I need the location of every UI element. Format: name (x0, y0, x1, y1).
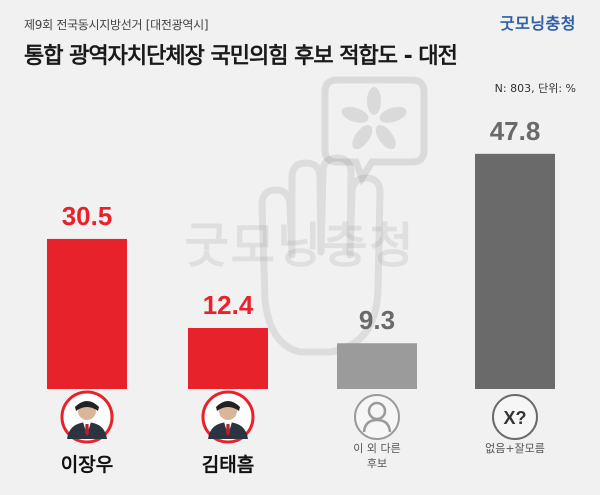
bar-3 (337, 343, 417, 389)
bar-4 (475, 153, 555, 389)
person-silhouette-icon-3 (354, 394, 400, 440)
portrait-photo-icon-2 (201, 390, 255, 444)
bar-value-label-3: 9.3 (359, 305, 395, 335)
bar-value-label-1: 30.5 (62, 201, 113, 231)
category-label-3-line-1: 이 외 다른 (353, 442, 400, 455)
svg-text:X?: X? (503, 408, 526, 428)
category-label-1: 이장우 (61, 454, 113, 476)
category-label-3-line-2: 후보 (367, 457, 387, 470)
chart-subtitle: 제9회 전국동시지방선거 [대전광역시] (24, 18, 209, 32)
category-label-4: 없음+잘모름 (485, 442, 545, 455)
bar-value-label-4: 47.8 (490, 116, 541, 146)
bar-2 (188, 327, 268, 389)
category-label-2: 김태흠 (202, 453, 254, 476)
chart-title: 통합 광역자치단체장 국민의힘 후보 적합도 - 대전 (24, 44, 458, 69)
portrait-photo-icon-1 (60, 390, 114, 444)
unknown-x-question-icon-4: X? (492, 394, 538, 440)
brand-logo: 굿모닝충청 (499, 14, 576, 33)
bar-1 (47, 238, 127, 389)
sample-note: N: 803, 단위: % (494, 82, 576, 95)
bar-value-label-2: 12.4 (203, 290, 254, 320)
